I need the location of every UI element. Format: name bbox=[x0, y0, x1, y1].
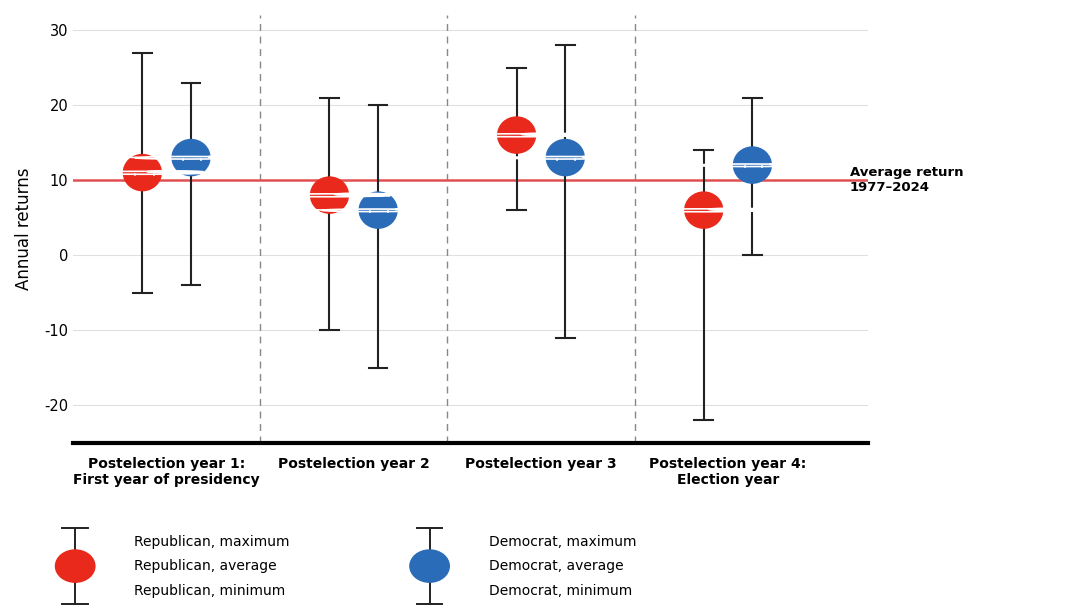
Text: Republican, minimum: Republican, minimum bbox=[134, 584, 286, 597]
Ellipse shape bbox=[497, 116, 536, 154]
Ellipse shape bbox=[546, 139, 585, 176]
Text: Democrat, minimum: Democrat, minimum bbox=[489, 584, 632, 597]
Ellipse shape bbox=[684, 192, 724, 229]
Ellipse shape bbox=[732, 146, 772, 184]
Text: Average return
1977–2024: Average return 1977–2024 bbox=[850, 166, 963, 194]
Text: Republican, maximum: Republican, maximum bbox=[134, 535, 290, 548]
Ellipse shape bbox=[359, 192, 397, 229]
Y-axis label: Annual returns: Annual returns bbox=[15, 168, 33, 290]
Ellipse shape bbox=[122, 154, 162, 192]
Ellipse shape bbox=[172, 139, 211, 176]
Ellipse shape bbox=[309, 176, 349, 214]
Text: Democrat, average: Democrat, average bbox=[489, 559, 623, 573]
Text: Republican, average: Republican, average bbox=[134, 559, 277, 573]
Text: Democrat, maximum: Democrat, maximum bbox=[489, 535, 636, 548]
